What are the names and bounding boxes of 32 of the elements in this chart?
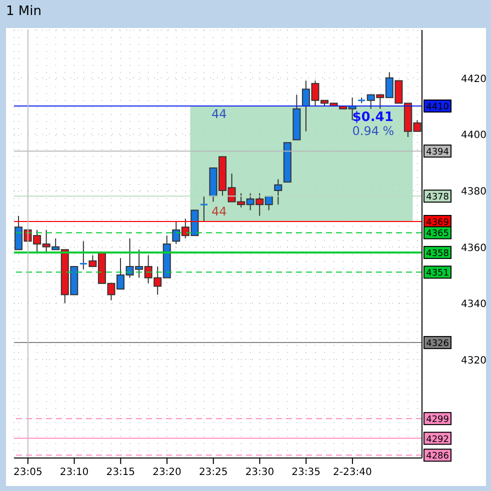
chart-title: 1 Min	[6, 4, 42, 19]
y-tick-label: 4320	[461, 355, 486, 366]
x-tick-label: 23:15	[106, 467, 136, 478]
annotation: 44	[212, 204, 227, 218]
ref-line-label: 4286	[426, 452, 450, 462]
ref-line-label: 4369	[426, 218, 450, 228]
x-tick-label: 23:25	[198, 467, 228, 478]
candlestick	[200, 196, 208, 222]
ref-line-label: 4299	[426, 415, 450, 426]
x-tick-label: 2-23:40	[333, 467, 372, 478]
y-tick-label: 4400	[461, 130, 486, 142]
ref-line-label: 4358	[426, 248, 450, 259]
x-tick-label: 23:05	[13, 467, 42, 478]
ref-line-label: 4292	[426, 434, 449, 445]
x-tick-label: 23:10	[60, 467, 89, 478]
ref-line-label: 4410	[426, 102, 450, 113]
y-tick-label: 4340	[461, 299, 486, 310]
x-tick-label: 23:35	[292, 467, 321, 478]
candlestick	[274, 178, 282, 206]
y-tick-label: 4360	[461, 242, 486, 254]
annotation: 0.94 %	[352, 124, 394, 138]
y-tick-label: 4380	[461, 186, 486, 198]
ref-line-label: 4365	[426, 229, 449, 240]
annotation: 44	[212, 107, 227, 122]
y-tick-label: 4420	[461, 74, 486, 85]
ref-line-label: 4326	[426, 339, 450, 350]
ref-line-label: 4351	[426, 268, 449, 279]
x-tick-label: 23:30	[245, 467, 274, 478]
ref-line-label: 4378	[426, 192, 450, 203]
annotation: $0.41	[352, 110, 394, 126]
ref-line-label: 4394	[426, 148, 450, 158]
x-tick-label: 23:20	[152, 467, 182, 478]
